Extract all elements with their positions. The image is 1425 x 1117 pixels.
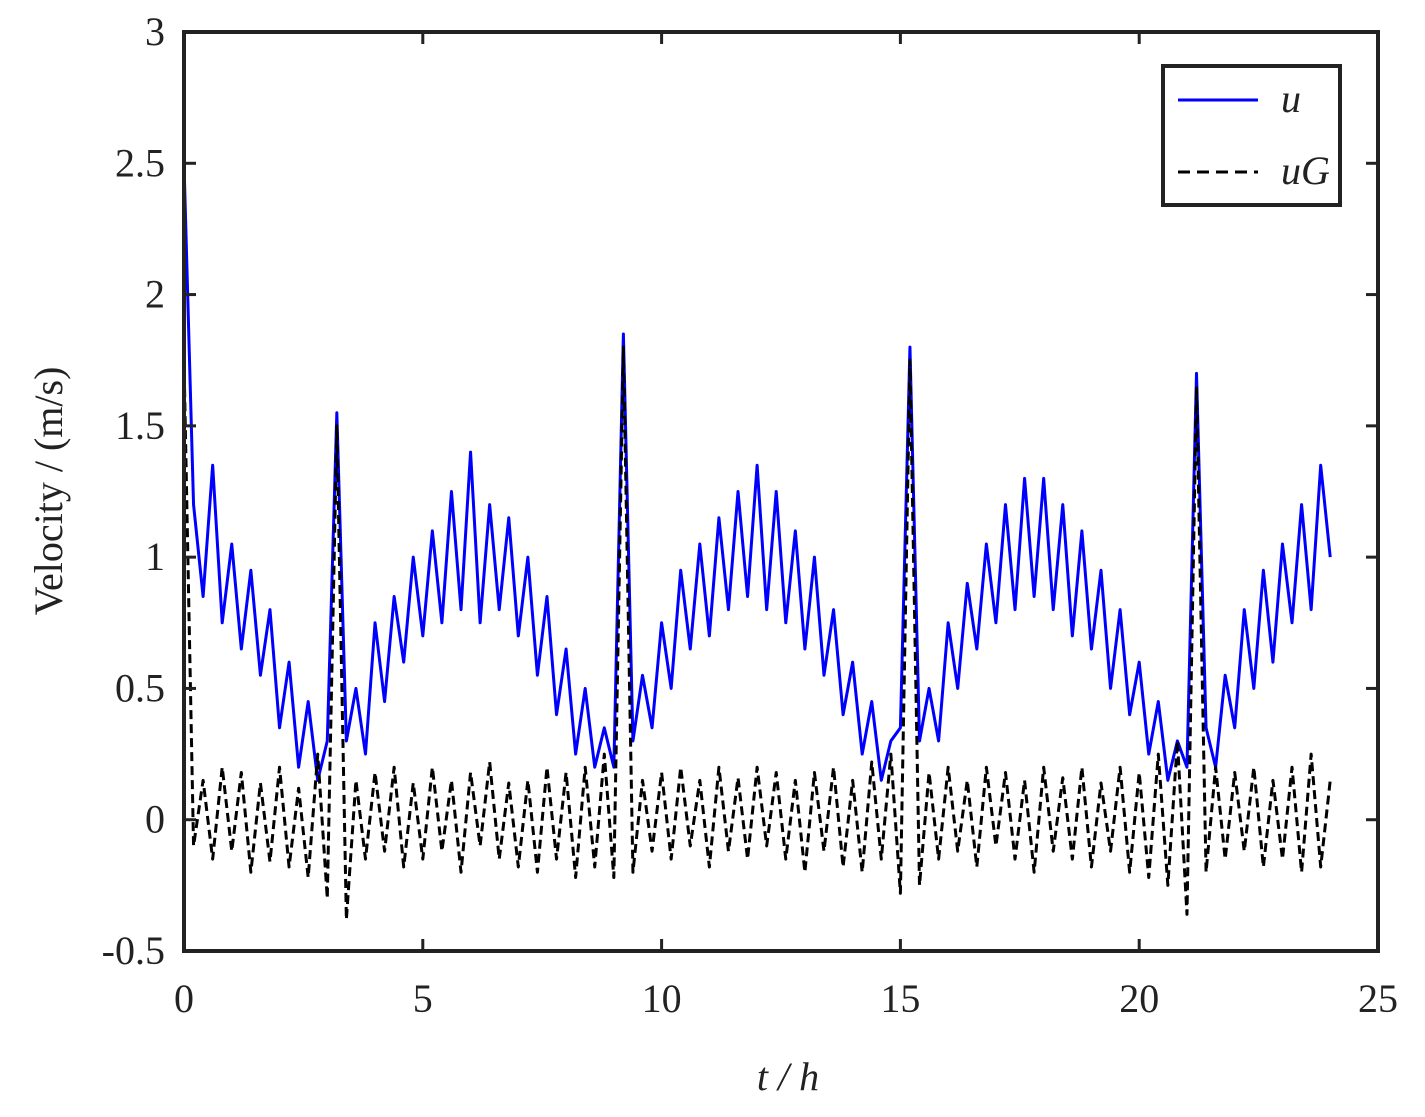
y-tick-label: 2.5 xyxy=(115,140,165,185)
y-tick-label: 3 xyxy=(145,9,165,54)
series-line xyxy=(182,163,1332,782)
series-line xyxy=(182,345,1332,921)
x-tick-label: 25 xyxy=(1358,976,1398,1021)
y-tick-label: 2 xyxy=(145,272,165,317)
y-axis-label: Velocity / (m/s) xyxy=(26,367,71,616)
plot-frame xyxy=(182,30,1380,953)
x-tick-label: 0 xyxy=(174,976,194,1021)
legend-box xyxy=(1161,64,1342,207)
legend-label: u xyxy=(1281,76,1301,121)
y-tick-label: 0.5 xyxy=(115,665,165,710)
y-tick-label: 1.5 xyxy=(115,403,165,448)
y-tick-label: 1 xyxy=(145,534,165,579)
y-tick-label: 0 xyxy=(145,797,165,842)
x-tick-label: 5 xyxy=(413,976,433,1021)
x-tick-label: 15 xyxy=(880,976,920,1021)
legend-label: uG xyxy=(1281,148,1330,193)
x-axis-label: t / h xyxy=(757,1054,819,1099)
y-tick-label: -0.5 xyxy=(102,928,165,973)
x-tick-label: 20 xyxy=(1119,976,1159,1021)
x-tick-label: 10 xyxy=(642,976,682,1021)
